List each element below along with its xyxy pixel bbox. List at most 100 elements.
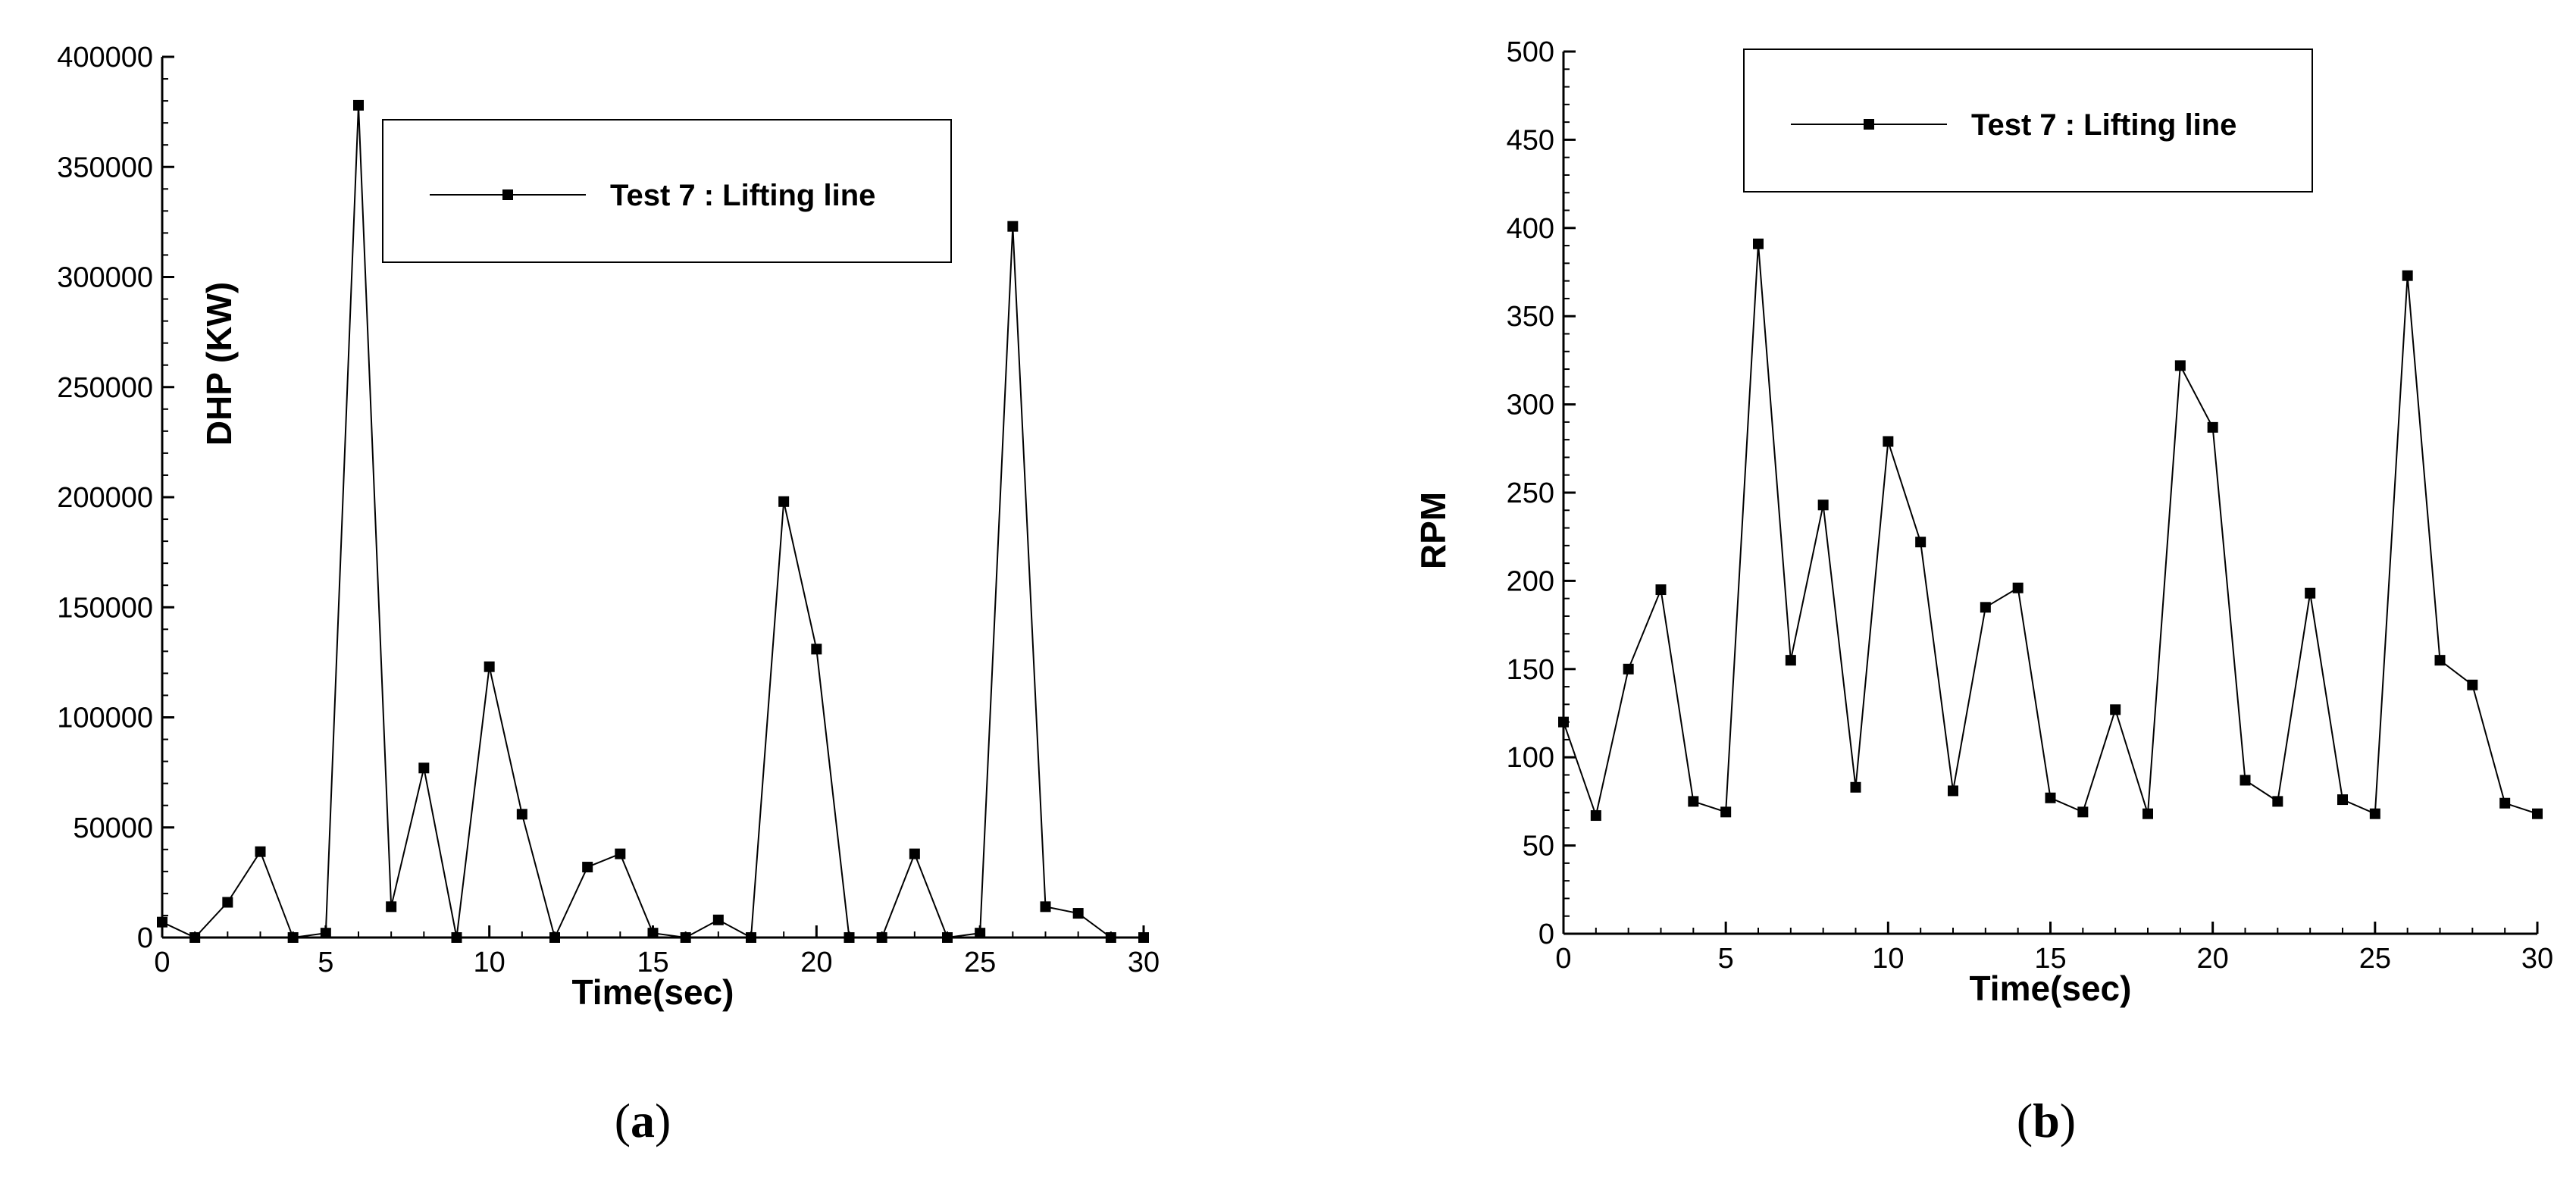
data-point — [746, 932, 756, 943]
data-point — [582, 862, 593, 873]
y-tick-label: 400000 — [57, 42, 153, 74]
x-tick-label: 15 — [637, 947, 668, 978]
data-point — [353, 99, 364, 111]
data-point — [1072, 908, 1084, 919]
data-point — [2110, 704, 2121, 715]
data-point — [975, 928, 986, 939]
caption-paren-close: ) — [655, 1094, 671, 1147]
chart-b: 0 50 100 150 200 250 300 350 400 450 500 0 5 10 15 20 25… — [1413, 36, 2553, 1147]
data-point — [2467, 679, 2478, 690]
y-tick-label: 300000 — [57, 262, 153, 294]
data-point — [157, 916, 167, 928]
data-point — [909, 848, 920, 859]
data-point — [1623, 663, 1634, 675]
caption-paren-open: ( — [615, 1094, 631, 1147]
caption-letter: b — [2033, 1094, 2060, 1147]
data-point — [778, 496, 790, 507]
x-tick-label: 25 — [964, 947, 996, 978]
caption-letter: a — [631, 1094, 655, 1147]
x-tick-label: 20 — [2197, 943, 2229, 975]
x-tick-label: 10 — [1872, 943, 1904, 975]
y-tick-label: 100 — [1507, 742, 1554, 774]
data-point — [255, 846, 266, 857]
y-tick-label: 200000 — [57, 482, 153, 514]
x-axis-label: Time(sec) — [1970, 969, 2132, 1008]
y-tick-label: 400 — [1507, 213, 1554, 245]
data-point — [2207, 421, 2218, 433]
figure-caption: (a) — [615, 1094, 671, 1147]
y-tick-label: 450 — [1507, 124, 1554, 156]
y-tick-label: 250 — [1507, 477, 1554, 509]
data-point — [287, 932, 299, 943]
data-point — [680, 932, 691, 943]
data-point — [1138, 932, 1149, 943]
y-tick-label: 0 — [1538, 919, 1554, 950]
y-axis-label: DHP (KW) — [199, 282, 239, 446]
data-point — [1558, 716, 1569, 728]
data-point — [451, 932, 462, 943]
x-tick-label: 5 — [1718, 943, 1734, 975]
x-tick-label: 5 — [318, 947, 333, 978]
x-tick-label: 30 — [2521, 943, 2553, 975]
data-point — [1040, 901, 1051, 913]
y-tick-label: 300 — [1507, 390, 1554, 421]
x-tick-label: 15 — [2034, 943, 2066, 975]
data-point — [1105, 932, 1116, 943]
data-point — [1590, 810, 1601, 822]
data-point — [942, 932, 953, 943]
x-tick-label: 25 — [2359, 943, 2391, 975]
x-tick-label: 30 — [1128, 947, 1160, 978]
legend-label: Test 7 : Lifting line — [1971, 108, 2236, 142]
data-point — [549, 932, 560, 943]
data-point — [647, 928, 659, 939]
data-point — [484, 661, 495, 672]
legend-box — [1743, 49, 2313, 193]
y-tick-label: 50000 — [73, 812, 153, 844]
data-point — [615, 848, 626, 859]
chart-a: 0 50000 100000 150000 200000 250000 300000 3500… — [57, 42, 1160, 1147]
data-point — [2402, 270, 2413, 281]
data-point — [2174, 360, 2186, 371]
y-tick-label: 500 — [1507, 36, 1554, 68]
data-point — [2532, 808, 2543, 819]
caption-paren-close: ) — [2060, 1094, 2076, 1147]
x-tick-label: 0 — [1555, 943, 1571, 975]
y-tick-label: 100000 — [57, 703, 153, 734]
data-point — [1850, 781, 1861, 793]
data-point — [2077, 806, 2089, 818]
x-axis-label: Time(sec) — [572, 972, 734, 1012]
data-point — [712, 914, 724, 925]
legend-marker — [1864, 119, 1874, 130]
data-point — [516, 809, 527, 820]
y-tick-label: 0 — [137, 922, 153, 954]
caption-paren-open: ( — [2017, 1094, 2033, 1147]
data-point — [418, 762, 430, 774]
x-tick-label: 10 — [474, 947, 505, 978]
data-point — [2045, 792, 2056, 803]
data-point — [1688, 796, 1699, 807]
y-tick-label: 50 — [1523, 831, 1554, 862]
y-tick-label: 250000 — [57, 372, 153, 404]
data-point — [2337, 794, 2348, 806]
legend-marker — [502, 189, 513, 200]
data-point — [2499, 797, 2511, 809]
data-point — [1785, 655, 1796, 666]
data-point — [189, 932, 201, 943]
data-point — [2240, 775, 2251, 786]
data-point — [1655, 584, 1667, 596]
x-tick-label: 0 — [154, 947, 170, 978]
data-point — [876, 932, 887, 943]
data-point — [320, 928, 331, 939]
y-tick-label: 150000 — [57, 592, 153, 624]
data-point — [1753, 238, 1764, 249]
series-line — [1563, 243, 2538, 819]
y-tick-label: 150 — [1507, 654, 1554, 686]
data-point — [222, 897, 233, 908]
data-point — [1948, 785, 1958, 797]
x-tick-label: 20 — [800, 947, 832, 978]
legend-label: Test 7 : Lifting line — [610, 179, 875, 212]
data-point — [811, 643, 822, 655]
y-tick-label: 200 — [1507, 565, 1554, 597]
data-point — [2142, 808, 2153, 819]
